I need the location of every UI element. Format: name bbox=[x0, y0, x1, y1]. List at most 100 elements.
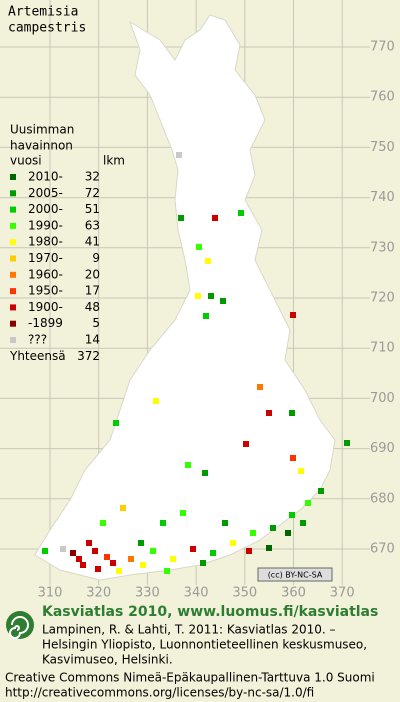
observation bbox=[128, 556, 134, 562]
observation bbox=[318, 488, 324, 494]
legend-label: 1950- bbox=[28, 284, 63, 298]
legend-count: 14 bbox=[85, 333, 100, 347]
legend-swatch bbox=[10, 288, 16, 295]
observation bbox=[195, 293, 201, 299]
legend-label: 1970- bbox=[28, 251, 63, 265]
observation bbox=[140, 562, 146, 568]
observation bbox=[178, 215, 184, 221]
legend-label: ??? bbox=[28, 333, 47, 347]
legend-label: 1900- bbox=[28, 300, 63, 314]
legend-header: havainnon bbox=[10, 139, 73, 153]
observation bbox=[205, 258, 211, 264]
x-grid-label: 310 bbox=[38, 586, 63, 601]
observation bbox=[86, 540, 92, 546]
legend-count-header: lkm bbox=[103, 154, 125, 168]
x-grid-label: 360 bbox=[281, 586, 306, 601]
observation bbox=[190, 546, 196, 552]
observation bbox=[298, 468, 304, 474]
observation bbox=[289, 410, 295, 416]
observation bbox=[138, 540, 144, 546]
observation bbox=[246, 548, 252, 554]
legend-label: 1960- bbox=[28, 267, 63, 281]
observation bbox=[42, 548, 48, 554]
y-grid-label: 770 bbox=[370, 40, 395, 55]
observation bbox=[238, 210, 244, 216]
x-grid-label: 350 bbox=[232, 586, 257, 601]
citation: Lampinen, R. & Lahti, T. 2011: Kasviatla… bbox=[42, 623, 336, 637]
observation bbox=[92, 548, 98, 554]
observation bbox=[222, 520, 228, 526]
license-badge bbox=[257, 567, 333, 582]
y-grid-label: 750 bbox=[370, 140, 395, 155]
legend-swatch bbox=[10, 337, 16, 343]
y-grid-label: 690 bbox=[370, 441, 395, 456]
legend-count: 17 bbox=[85, 284, 100, 298]
observation bbox=[160, 520, 166, 526]
observation bbox=[290, 455, 296, 461]
observation bbox=[202, 470, 208, 476]
observation bbox=[250, 530, 256, 536]
y-grid-label: 740 bbox=[370, 190, 395, 205]
legend-count: 9 bbox=[92, 251, 100, 265]
observation bbox=[60, 546, 66, 552]
x-grid-label: 330 bbox=[135, 586, 160, 601]
legend-count: 63 bbox=[85, 218, 100, 232]
x-grid-label: 320 bbox=[86, 586, 111, 601]
y-grid-label: 730 bbox=[370, 240, 395, 255]
y-grid-label: 680 bbox=[370, 491, 395, 506]
legend-count: 41 bbox=[85, 235, 100, 249]
observation bbox=[170, 556, 176, 562]
observation bbox=[210, 550, 216, 556]
legend-swatch bbox=[10, 222, 16, 229]
observation bbox=[100, 520, 106, 526]
legend: 2010- 32 2005- 72 2000- 51 1990- 63 1980- 41 1970-… bbox=[9, 170, 100, 363]
observation bbox=[104, 554, 110, 560]
legend-label: 2000- bbox=[28, 202, 63, 216]
observation-squares bbox=[42, 152, 350, 574]
legend-total-label: Yhteensä bbox=[9, 349, 66, 363]
citation: Helsingin Yliopisto, Luonnontieteellinen… bbox=[42, 638, 367, 652]
legend-header: Uusimman bbox=[10, 123, 74, 137]
observation bbox=[164, 568, 170, 574]
observation bbox=[80, 562, 86, 568]
license-text: Creative Commons Nimeä-Epäkaupallinen-Ta… bbox=[5, 671, 375, 685]
observation bbox=[70, 550, 76, 556]
y-grid-label: 710 bbox=[370, 341, 395, 356]
legend-total: 372 bbox=[77, 349, 100, 363]
observation bbox=[196, 244, 202, 250]
observation bbox=[185, 462, 191, 468]
observation bbox=[150, 548, 156, 554]
y-grid-label: 700 bbox=[370, 391, 395, 406]
observation bbox=[180, 510, 186, 516]
license-badge-text: (cc) BY-NC-SA bbox=[268, 571, 323, 580]
legend-count: 48 bbox=[85, 300, 100, 314]
observation bbox=[76, 556, 82, 562]
legend-swatch bbox=[10, 190, 16, 197]
observation bbox=[300, 520, 306, 526]
observation bbox=[305, 500, 311, 506]
legend-label: 2005- bbox=[28, 186, 63, 200]
observation bbox=[290, 312, 296, 318]
observation bbox=[266, 545, 272, 551]
x-grid-label: 340 bbox=[184, 586, 209, 601]
legend-label: -1899 bbox=[28, 316, 63, 330]
legend-label: 1980- bbox=[28, 235, 63, 249]
legend-label: 2010- bbox=[28, 170, 63, 184]
legend-swatch bbox=[10, 304, 16, 311]
observation bbox=[113, 420, 119, 426]
x-grid-label: 370 bbox=[330, 586, 355, 601]
logo bbox=[6, 611, 34, 639]
legend-count: 32 bbox=[85, 170, 100, 184]
observation bbox=[266, 410, 272, 416]
legend-swatch bbox=[10, 206, 16, 213]
license-url: http://creativecommons.org/licenses/by-n… bbox=[5, 686, 314, 700]
y-grid-label: 720 bbox=[370, 291, 395, 306]
species-title: Artemisia bbox=[8, 5, 78, 20]
citation: Kasvimuseo, Helsinki. bbox=[42, 653, 173, 667]
site-title: Kasviatlas 2010, www.luomus.fi/kasviatla… bbox=[42, 604, 378, 620]
observation bbox=[176, 152, 182, 158]
observation bbox=[257, 384, 263, 390]
observation bbox=[220, 298, 226, 304]
observation bbox=[116, 568, 122, 574]
